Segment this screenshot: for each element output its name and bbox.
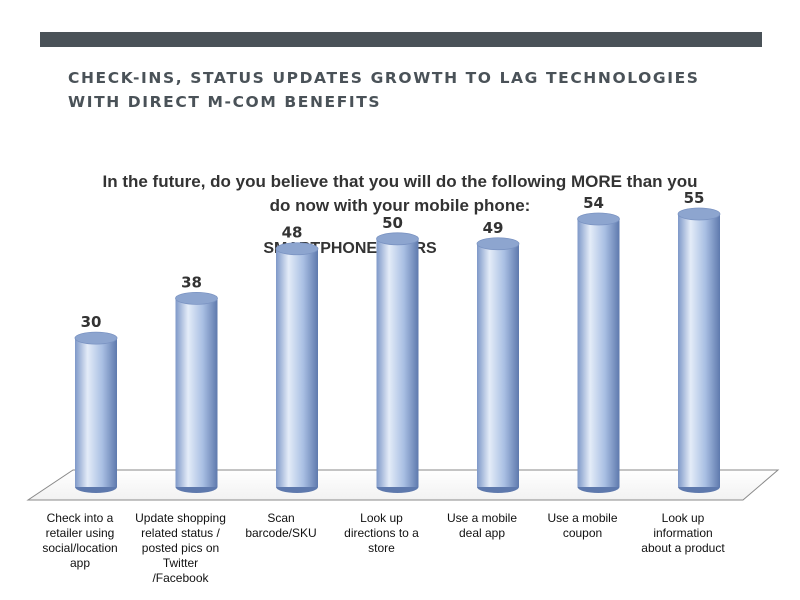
value-label: 50 [382,214,403,232]
category-label: Look up information about a product [641,511,725,555]
value-label: 55 [684,189,705,207]
category-label: Check into a retailer using social/locatio… [42,511,117,570]
category-label: Update shopping related status / posted pi… [135,511,226,585]
survey-question: In the future, do you believe that you w… [102,172,698,215]
bar [476,237,520,493]
value-label: 54 [583,194,604,212]
category-label: Look up directions to a store [344,511,419,555]
bar [275,242,319,493]
bar [74,331,118,493]
category-label: Scan barcode/SKU [245,511,316,540]
value-label: 38 [181,273,202,291]
slide-title: CHECK-INS, STATUS UPDATES GROWTH TO LAG … [68,69,700,111]
value-label: 49 [483,219,504,237]
value-label: 48 [282,224,303,242]
bar [175,291,218,493]
bar [577,212,620,493]
bar [376,232,419,493]
category-label: Use a mobile coupon [547,511,617,540]
bar [677,207,721,493]
category-label: Use a mobile deal app [447,511,517,540]
header-bar [40,32,762,47]
value-label: 30 [81,313,102,331]
